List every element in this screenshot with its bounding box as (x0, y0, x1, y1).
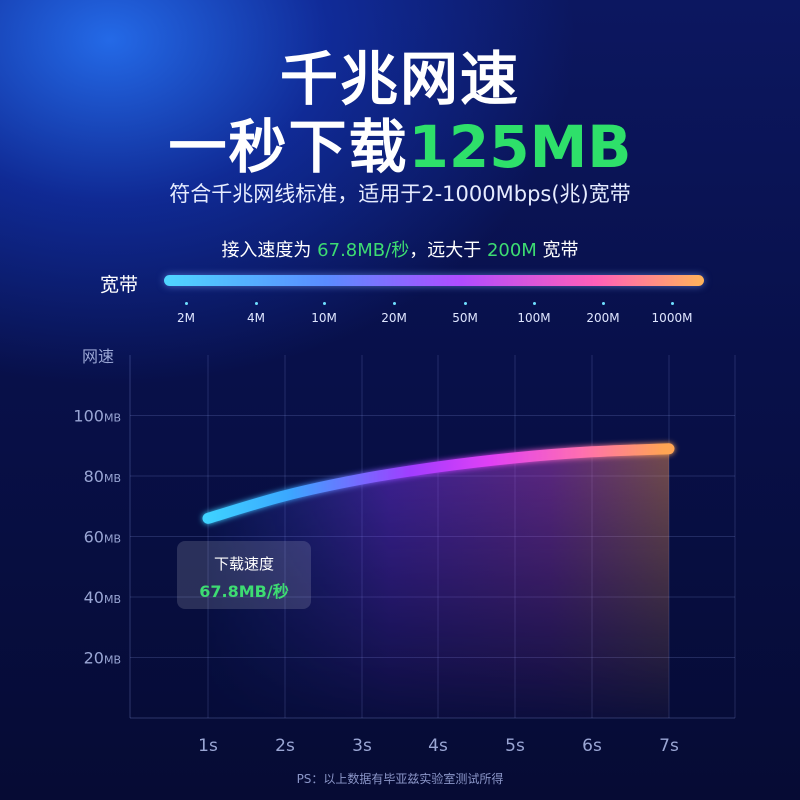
bandwidth-tick-label: 1000M (651, 311, 693, 325)
x-tick-label: 1s (198, 736, 218, 756)
subtitle: 符合千兆网线标准，适用于2-1000Mbps(兆)宽带 (169, 182, 631, 206)
tick-dot-icon (670, 302, 674, 305)
footnote: PS：以上数据有毕亚兹实验室测试所得 (296, 772, 504, 786)
bandwidth-tick-label: 100M (517, 311, 551, 325)
bandwidth-tick: 2M (151, 302, 221, 325)
bandwidth-tick: 50M (430, 302, 500, 325)
x-tick-label: 3s (352, 736, 372, 756)
series-line (202, 443, 675, 524)
speed-compare: 200M (486, 240, 537, 261)
tick-dot-icon (463, 302, 467, 305)
series-area-fill (208, 448, 669, 718)
tick-dot-icon (184, 302, 188, 305)
speed-value: 67.8MB/秒 (317, 240, 410, 261)
bandwidth-tick-label: 200M (586, 311, 620, 325)
x-tick-label: 4s (428, 736, 448, 756)
y-axis-label: 网速 (82, 347, 114, 366)
y-tick-unit: MB (104, 593, 121, 606)
bandwidth-tick: 10M (289, 302, 359, 325)
title-prefix: 一秒下载 (168, 113, 409, 181)
bandwidth-tick-label: 50M (452, 311, 478, 325)
speed-description: 接入速度为 67.8MB/秒，远大于 200M 宽带 (0, 236, 800, 262)
tick-dot-icon (392, 302, 396, 305)
x-tick-label: 6s (582, 736, 602, 756)
bandwidth-tick-label: 20M (381, 311, 407, 325)
x-tick-label: 7s (659, 736, 679, 756)
y-axis-ticks: 20MB 40MB 60MB 80MB 100MB (73, 407, 121, 668)
y-tick-label: 40MB (84, 588, 121, 607)
y-tick-unit: MB (104, 654, 121, 667)
speed-suffix: 宽带 (536, 240, 579, 261)
y-tick-label: 100MB (73, 407, 121, 426)
bandwidth-tick: 20M (359, 302, 429, 325)
y-tick-unit: MB (104, 472, 121, 485)
x-tick-label: 5s (505, 736, 525, 756)
y-tick-label: 80MB (84, 467, 121, 486)
page-title-line1: 千兆网速 (279, 45, 520, 113)
y-tick-unit: MB (104, 412, 121, 425)
bandwidth-tick: 4M (221, 302, 291, 325)
speed-middle: ，远大于 (409, 240, 487, 261)
title-highlight-speed: 125MB (408, 113, 632, 181)
tick-dot-icon (532, 302, 536, 305)
bandwidth-tick-label: 4M (247, 311, 265, 325)
y-tick-unit: MB (104, 533, 121, 546)
y-tick-label: 20MB (84, 649, 121, 668)
tooltip-value: 67.8MB/秒 (199, 582, 289, 601)
bandwidth-tick: 200M (568, 302, 638, 325)
bandwidth-gradient-bar (164, 275, 704, 286)
y-tick-label: 60MB (84, 528, 121, 547)
tick-dot-icon (601, 302, 605, 305)
bandwidth-tick-label: 10M (311, 311, 337, 325)
download-speed-tooltip: 下载速度 67.8MB/秒 (177, 541, 311, 609)
bandwidth-tick: 1000M (637, 302, 707, 325)
tooltip-title: 下载速度 (213, 555, 274, 573)
tick-dot-icon (254, 302, 258, 305)
bandwidth-tick: 100M (499, 302, 569, 325)
x-axis-ticks: 1s 2s 3s 4s 5s 6s 7s (198, 736, 679, 756)
page-title-line2: 一秒下载125MB (0, 100, 800, 184)
speed-prefix: 接入速度为 (221, 240, 318, 261)
bandwidth-label: 宽带 (100, 274, 139, 296)
tick-dot-icon (322, 302, 326, 305)
x-tick-label: 2s (275, 736, 295, 756)
bandwidth-tick-label: 2M (177, 311, 195, 325)
